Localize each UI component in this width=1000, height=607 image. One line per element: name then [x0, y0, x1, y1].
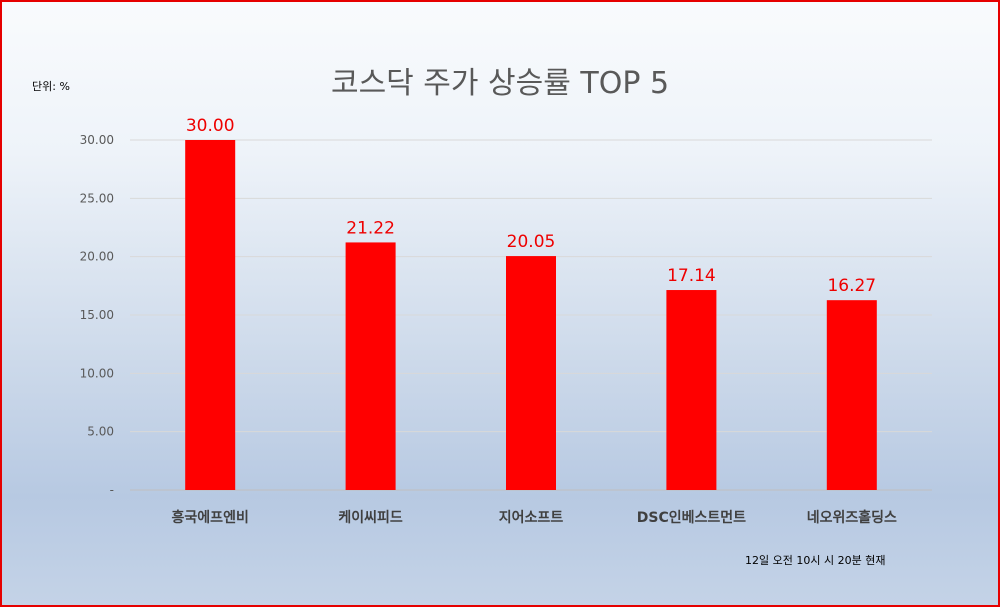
bar [666, 290, 717, 490]
y-tick-label: 5.00 [87, 425, 114, 439]
x-category-label: 흥국에프엔비 [172, 509, 249, 526]
y-tick-label: 15.00 [80, 308, 114, 322]
y-tick-label: - [110, 483, 114, 497]
bar [506, 256, 556, 490]
y-tick-label: 10.00 [80, 366, 114, 380]
x-category-label: DSC인베스트먼트 [637, 509, 746, 526]
chart-title: 코스닥 주가 상승률 TOP 5 [330, 66, 670, 101]
x-category-label: 케이씨피드 [338, 509, 403, 526]
bar [826, 300, 877, 490]
data-label: 17.14 [667, 266, 716, 286]
x-category-label: 네오위즈홀딩스 [807, 509, 897, 526]
y-tick-label: 25.00 [80, 191, 114, 205]
bar [345, 242, 396, 490]
y-tick-label: 20.00 [80, 250, 114, 264]
data-label: 30.00 [186, 116, 235, 136]
bar [185, 140, 236, 490]
data-label: 21.22 [346, 218, 395, 238]
x-category-label: 지어소프트 [499, 509, 564, 526]
unit-label: 단위: % [32, 80, 70, 93]
data-label: 16.27 [827, 276, 876, 296]
footnote: 12일 오전 10시 시 20분 현재 [745, 554, 886, 567]
y-tick-label: 30.00 [80, 133, 114, 147]
data-label: 20.05 [507, 232, 556, 252]
